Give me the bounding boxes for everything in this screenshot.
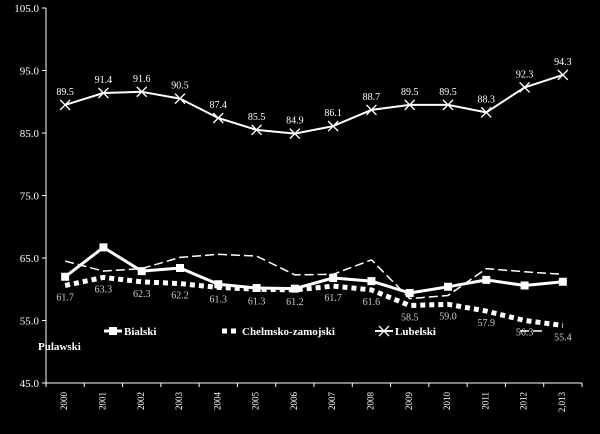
legend-label: Chelmsko-zamojski [242,326,335,338]
point-bialski [558,277,567,286]
data-label-lubelski: 92.3 [516,69,534,80]
data-label-lower: 61.6 [363,297,381,308]
data-label-lubelski: 89.5 [401,87,419,98]
y-tick-label: 95.0 [20,66,40,78]
x-tick-label: 2003 [174,392,184,411]
data-label-lubelski: 94.3 [554,57,572,68]
data-label-lower: 55.4 [554,333,572,344]
legend-item-bialski: Bialski [104,326,156,338]
y-tick-label: 45.0 [20,378,40,390]
x-tick-label: 2002 [136,392,146,410]
series-line-bialski [64,245,564,295]
x-tick-label: 2010 [442,392,452,411]
y-tick-label: 55.0 [20,316,40,328]
point-bialski [99,243,108,252]
point-bialski [367,277,376,286]
point-lubelski [327,120,339,132]
data-label-lubelski: 85.5 [248,112,266,123]
legend-label: Pulawski [38,341,81,353]
x-tick-label: 2005 [251,392,261,411]
point-lubelski [212,112,224,124]
data-label-lower: 59.0 [439,311,457,322]
data-label-lubelski: 88.7 [363,92,381,103]
legend-label: Bialski [124,326,156,338]
point-lubelski [365,104,377,116]
point-lubelski [442,99,454,111]
x-tick-label: 2004 [212,392,222,411]
data-label-lower: 61.3 [248,296,266,307]
data-label-lower: 61.7 [324,293,342,304]
y-tick-label: 85.0 [20,128,40,140]
data-label-lower: 62.2 [171,291,189,302]
series-line-chelmsko-zamojski [64,274,564,328]
point-bialski [137,267,146,276]
legend-label: Lubelski [395,326,436,338]
x-tick-label: 2011 [480,392,490,410]
series-layer [59,69,569,328]
x-tick-label: 2007 [327,392,337,411]
point-lubelski [251,124,263,136]
point-bialski [405,289,414,297]
point-lubelski [519,81,531,93]
x-tick-label: 2001 [97,392,107,410]
data-label-lower: 63.3 [95,284,113,295]
x-tick-label: 2000 [59,392,69,411]
data-label-lubelski: 87.4 [210,100,228,111]
data-label-lubelski: 90.5 [171,81,189,92]
data-label-lower: 61.2 [286,297,304,308]
point-lubelski [289,128,301,140]
point-lubelski [404,99,416,111]
data-label-lower: 61.7 [56,293,74,304]
data-label-lubelski: 91.4 [95,75,113,86]
point-bialski [61,272,70,281]
point-bialski [290,284,299,293]
point-bialski [444,282,452,291]
legend-item-chelmsko-zamojski: Chelmsko-zamojski [222,326,335,338]
point-lubelski [557,69,569,81]
y-tick-label: 65.0 [20,253,40,265]
point-lubelski [174,93,186,105]
series-line-pulawski [64,253,563,300]
point-lubelski [97,87,109,99]
point-bialski [329,274,338,282]
point-bialski [520,281,529,290]
data-labels-layer: 89.5 91.4 91.6 90.5 87.4 85.5 84.9 86.1 88.7 89.5… [56,57,571,344]
x-tick-label: 2008 [365,392,375,411]
data-label-lubelski: 91.6 [133,74,151,85]
data-label-lubelski: 89.5 [439,87,457,98]
data-label-lower: 58.5 [401,313,419,324]
point-lubelski [480,106,492,118]
data-label-lower: 61.3 [210,294,228,305]
point-bialski [214,280,223,289]
legend-item-lubelski: Lubelski [375,325,436,338]
x-tick-label: 2,013 [557,392,567,413]
point-lubelski [59,99,71,111]
data-label-lower: 62.3 [133,289,151,300]
data-label-lubelski: 89.5 [56,87,74,98]
y-tick-label: 75.0 [20,191,40,203]
data-label-lower: 57.9 [478,318,496,329]
data-label-lower: 56.3 [516,328,534,339]
data-label-lubelski: 88.3 [478,94,496,105]
point-bialski [176,264,184,272]
x-tick-label: 2006 [289,392,299,411]
axes: 45.0 55.0 65.0 75.0 85.0 95.0 105.0 2000 2001 200… [14,3,583,413]
series-line-lubelski [64,73,564,135]
x-tick-label: 2012 [519,392,529,410]
data-label-lubelski: 86.1 [324,108,342,119]
point-lubelski [136,86,148,98]
legend: Bialski Chelmsko-zamojski Lubelski Pulawski [38,325,542,353]
y-tick-label: 105.0 [14,3,39,15]
x-tick-label: 2009 [404,392,414,411]
data-label-lubelski: 84.9 [286,116,304,127]
point-bialski [482,275,491,284]
legend-item-pulawski: Pulawski [38,330,542,353]
